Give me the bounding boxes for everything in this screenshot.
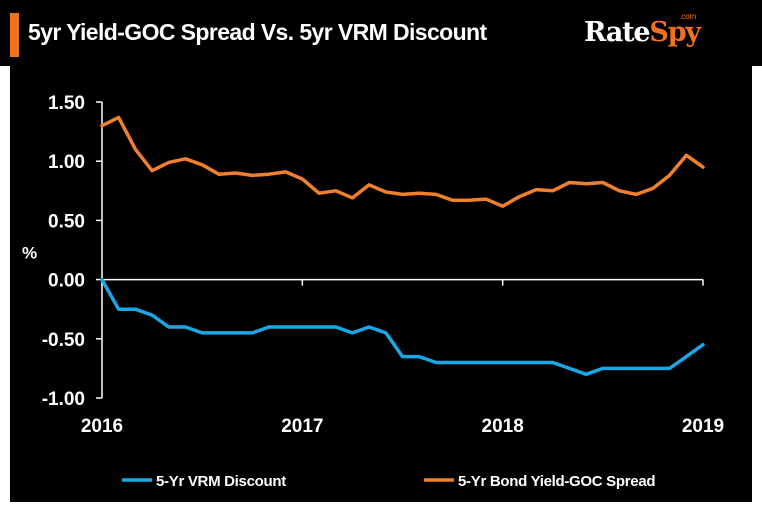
logo-wordmark: RateSpy: [584, 16, 701, 50]
y-tick-label: -0.50: [42, 330, 85, 351]
y-tick-label: 0.00: [48, 271, 85, 292]
series-line-vrm-discount: [100, 277, 705, 377]
line-chart: 1.50 1.00 0.50 0.00 -0.50 -1.00% 2016 2017 2018 2…: [22, 93, 724, 490]
y-tick-label: 1.00: [48, 152, 85, 173]
y-tick-label: 1.50: [48, 93, 85, 114]
y-tick-label: -1.00: [42, 389, 85, 410]
y-axis-label: %: [22, 243, 37, 262]
series-line-bond-spread: [100, 115, 705, 208]
header-accent-bar: [10, 13, 19, 57]
logo-rate-text: Rate: [584, 17, 651, 48]
x-tick-label: 2016: [81, 416, 123, 437]
chart-header: 5yr Yield-GOC Spread Vs. 5yr VRM Discoun…: [0, 0, 762, 66]
x-tick-label: 2019: [682, 416, 724, 437]
legend-label: 5-Yr Bond Yield-GOC Spread: [458, 473, 655, 490]
ratespy-logo: RateSpy .com: [584, 10, 714, 58]
logo-com-text: .com: [679, 12, 697, 21]
x-tick-label: 2017: [281, 416, 323, 437]
logo-spy-text: Spy: [649, 17, 701, 48]
y-tick-label: 0.50: [48, 211, 85, 232]
chart-frame: 1.50 1.00 0.50 0.00 -0.50 -1.00% 2016 2017 2018 2…: [10, 66, 752, 502]
chart-title: 5yr Yield-GOC Spread Vs. 5yr VRM Discoun…: [28, 19, 487, 45]
x-tick-label: 2018: [482, 416, 524, 437]
legend-label: 5-Yr VRM Discount: [156, 473, 286, 490]
